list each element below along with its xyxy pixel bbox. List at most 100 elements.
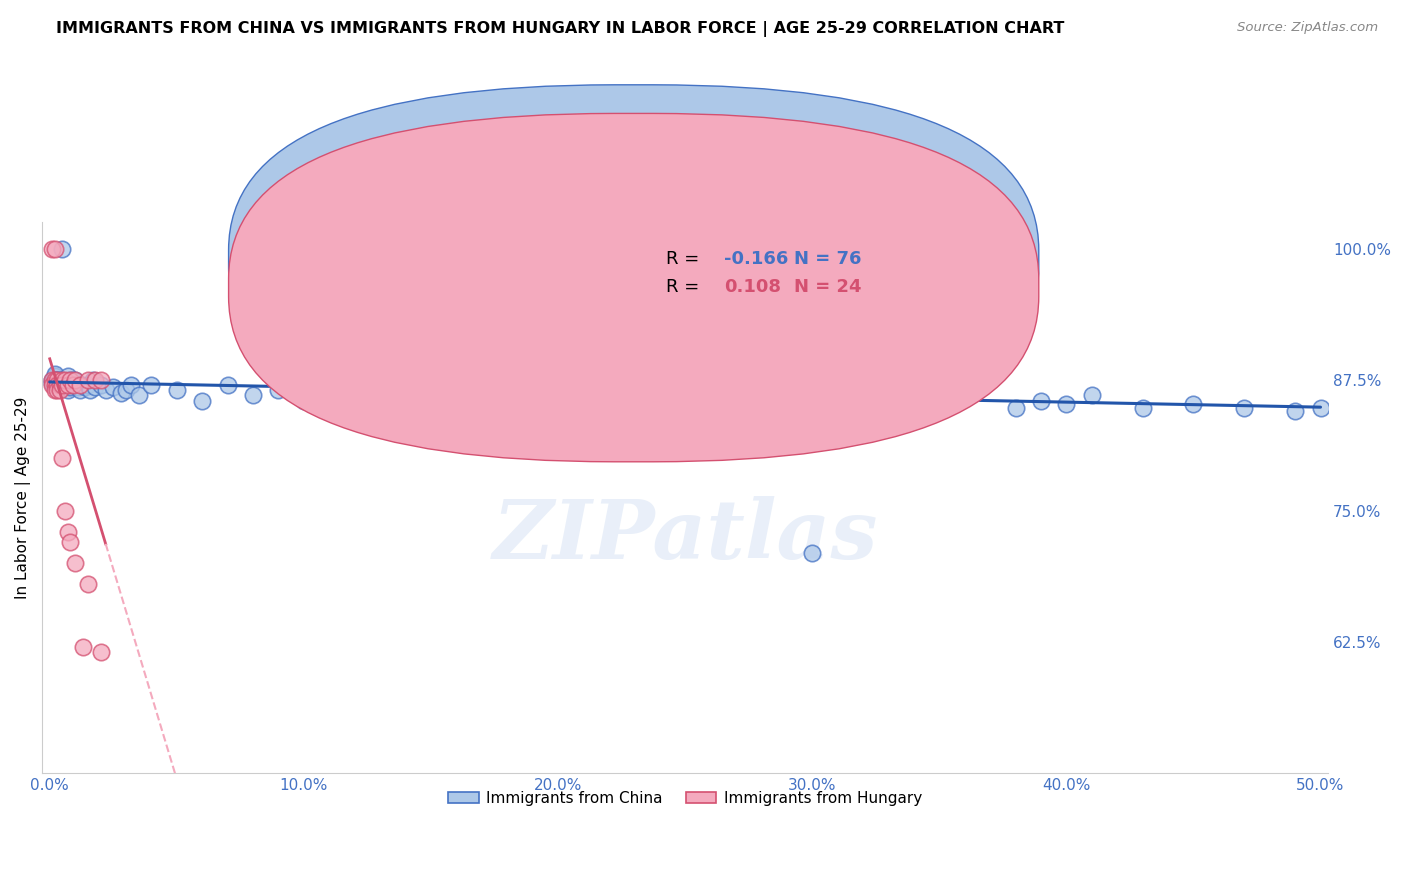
Point xyxy=(217,377,239,392)
Point xyxy=(66,380,89,394)
Point xyxy=(69,383,91,397)
Point xyxy=(76,577,98,591)
Point xyxy=(72,377,94,392)
Point xyxy=(801,546,824,560)
Point xyxy=(751,388,773,402)
Point xyxy=(49,383,72,397)
Text: N = 24: N = 24 xyxy=(794,278,862,296)
Point xyxy=(59,373,82,387)
Point xyxy=(53,376,76,390)
Point xyxy=(928,242,950,256)
Point xyxy=(44,368,66,382)
Point xyxy=(76,373,98,387)
FancyBboxPatch shape xyxy=(595,239,962,308)
Point xyxy=(59,535,82,549)
Point xyxy=(44,383,66,397)
Point xyxy=(673,393,696,408)
Point xyxy=(115,383,138,397)
Point xyxy=(110,386,132,401)
Point xyxy=(51,377,73,392)
Point xyxy=(522,399,544,413)
Point xyxy=(1004,401,1026,415)
Point xyxy=(51,242,73,256)
Point xyxy=(63,556,86,570)
Point xyxy=(41,373,63,387)
Point xyxy=(292,393,315,408)
Point xyxy=(62,373,84,387)
Point xyxy=(128,388,150,402)
Point xyxy=(76,377,98,392)
Point xyxy=(90,373,112,387)
Point xyxy=(1054,397,1077,411)
Text: R =: R = xyxy=(666,278,704,296)
Point xyxy=(51,377,73,392)
Point xyxy=(63,377,86,392)
Point xyxy=(90,377,112,392)
Point xyxy=(394,393,416,408)
Point xyxy=(59,373,82,387)
Point xyxy=(1309,401,1331,415)
Point xyxy=(90,645,112,659)
Point xyxy=(46,373,69,387)
Point xyxy=(56,377,79,392)
Point xyxy=(141,377,163,392)
Point xyxy=(242,388,264,402)
Point xyxy=(46,377,69,392)
Y-axis label: In Labor Force | Age 25-29: In Labor Force | Age 25-29 xyxy=(15,396,31,599)
Point xyxy=(44,377,66,392)
Point xyxy=(1081,388,1104,402)
Point xyxy=(572,331,595,345)
Point xyxy=(82,373,104,387)
Point xyxy=(51,451,73,466)
Text: ZIPatlas: ZIPatlas xyxy=(492,496,877,576)
Point xyxy=(63,373,86,387)
Point xyxy=(62,377,84,392)
Point xyxy=(41,376,63,390)
Point xyxy=(318,388,340,402)
Point xyxy=(46,373,69,387)
Point xyxy=(120,377,142,392)
Point xyxy=(56,524,79,539)
Point xyxy=(547,388,569,402)
Point xyxy=(267,383,290,397)
Point xyxy=(53,503,76,517)
Point xyxy=(1029,393,1052,408)
Point xyxy=(46,377,69,392)
Text: Source: ZipAtlas.com: Source: ZipAtlas.com xyxy=(1237,21,1378,34)
FancyBboxPatch shape xyxy=(229,113,1039,462)
Text: -0.166: -0.166 xyxy=(724,250,789,268)
Point xyxy=(446,391,468,405)
Point xyxy=(72,640,94,654)
Point xyxy=(49,377,72,392)
Point xyxy=(166,383,188,397)
Point xyxy=(79,383,101,397)
Point xyxy=(648,391,671,405)
Point xyxy=(44,373,66,387)
Point xyxy=(51,373,73,387)
Text: 0.108: 0.108 xyxy=(724,278,780,296)
Point xyxy=(44,373,66,387)
Point xyxy=(471,386,494,401)
Text: N = 76: N = 76 xyxy=(794,250,862,268)
Point xyxy=(852,401,875,415)
Point xyxy=(51,373,73,387)
Point xyxy=(75,380,97,394)
Point xyxy=(103,380,125,394)
Point xyxy=(44,242,66,256)
Point xyxy=(56,377,79,392)
Point xyxy=(598,401,620,415)
Point xyxy=(62,377,84,392)
FancyBboxPatch shape xyxy=(229,85,1039,434)
Point xyxy=(368,388,391,402)
Point xyxy=(56,369,79,384)
Point xyxy=(44,369,66,384)
Point xyxy=(53,380,76,394)
Point xyxy=(59,380,82,394)
Point xyxy=(49,373,72,387)
Point xyxy=(801,397,824,411)
Point xyxy=(724,326,747,340)
Point xyxy=(46,383,69,397)
Point xyxy=(827,391,849,405)
Point xyxy=(56,383,79,397)
Point xyxy=(1132,401,1154,415)
